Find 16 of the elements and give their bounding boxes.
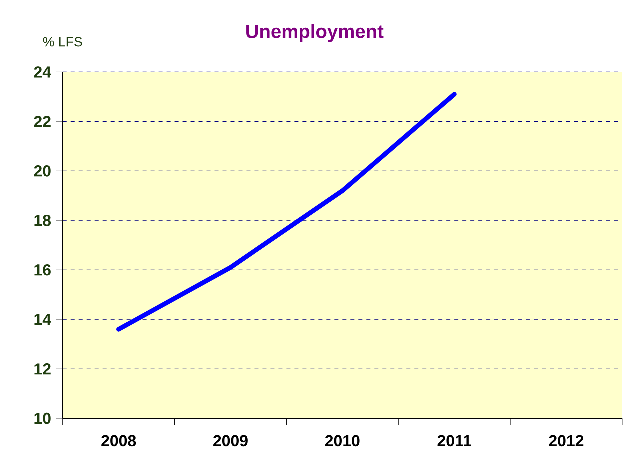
y-tick-label: 22 [34, 116, 51, 128]
x-tick-label: 2009 [214, 435, 248, 447]
y-tick-label: 12 [34, 363, 51, 375]
y-tick-label: 16 [34, 264, 51, 276]
y-tick-label: 14 [34, 314, 52, 326]
y-tick-label: 20 [34, 165, 51, 177]
y-tick-label: 24 [34, 66, 52, 78]
y-axis-title: % LFS [43, 37, 82, 47]
x-tick-label: 2011 [438, 435, 472, 447]
y-tick-label: 18 [34, 214, 52, 226]
line-series [116, 92, 457, 332]
y-tick-label: 10 [34, 412, 51, 424]
x-tick-label: 2012 [549, 435, 584, 447]
x-tick-label: 2008 [102, 435, 136, 447]
x-tick-label: 2010 [325, 435, 360, 447]
chart-title: Unemployment [246, 24, 384, 42]
